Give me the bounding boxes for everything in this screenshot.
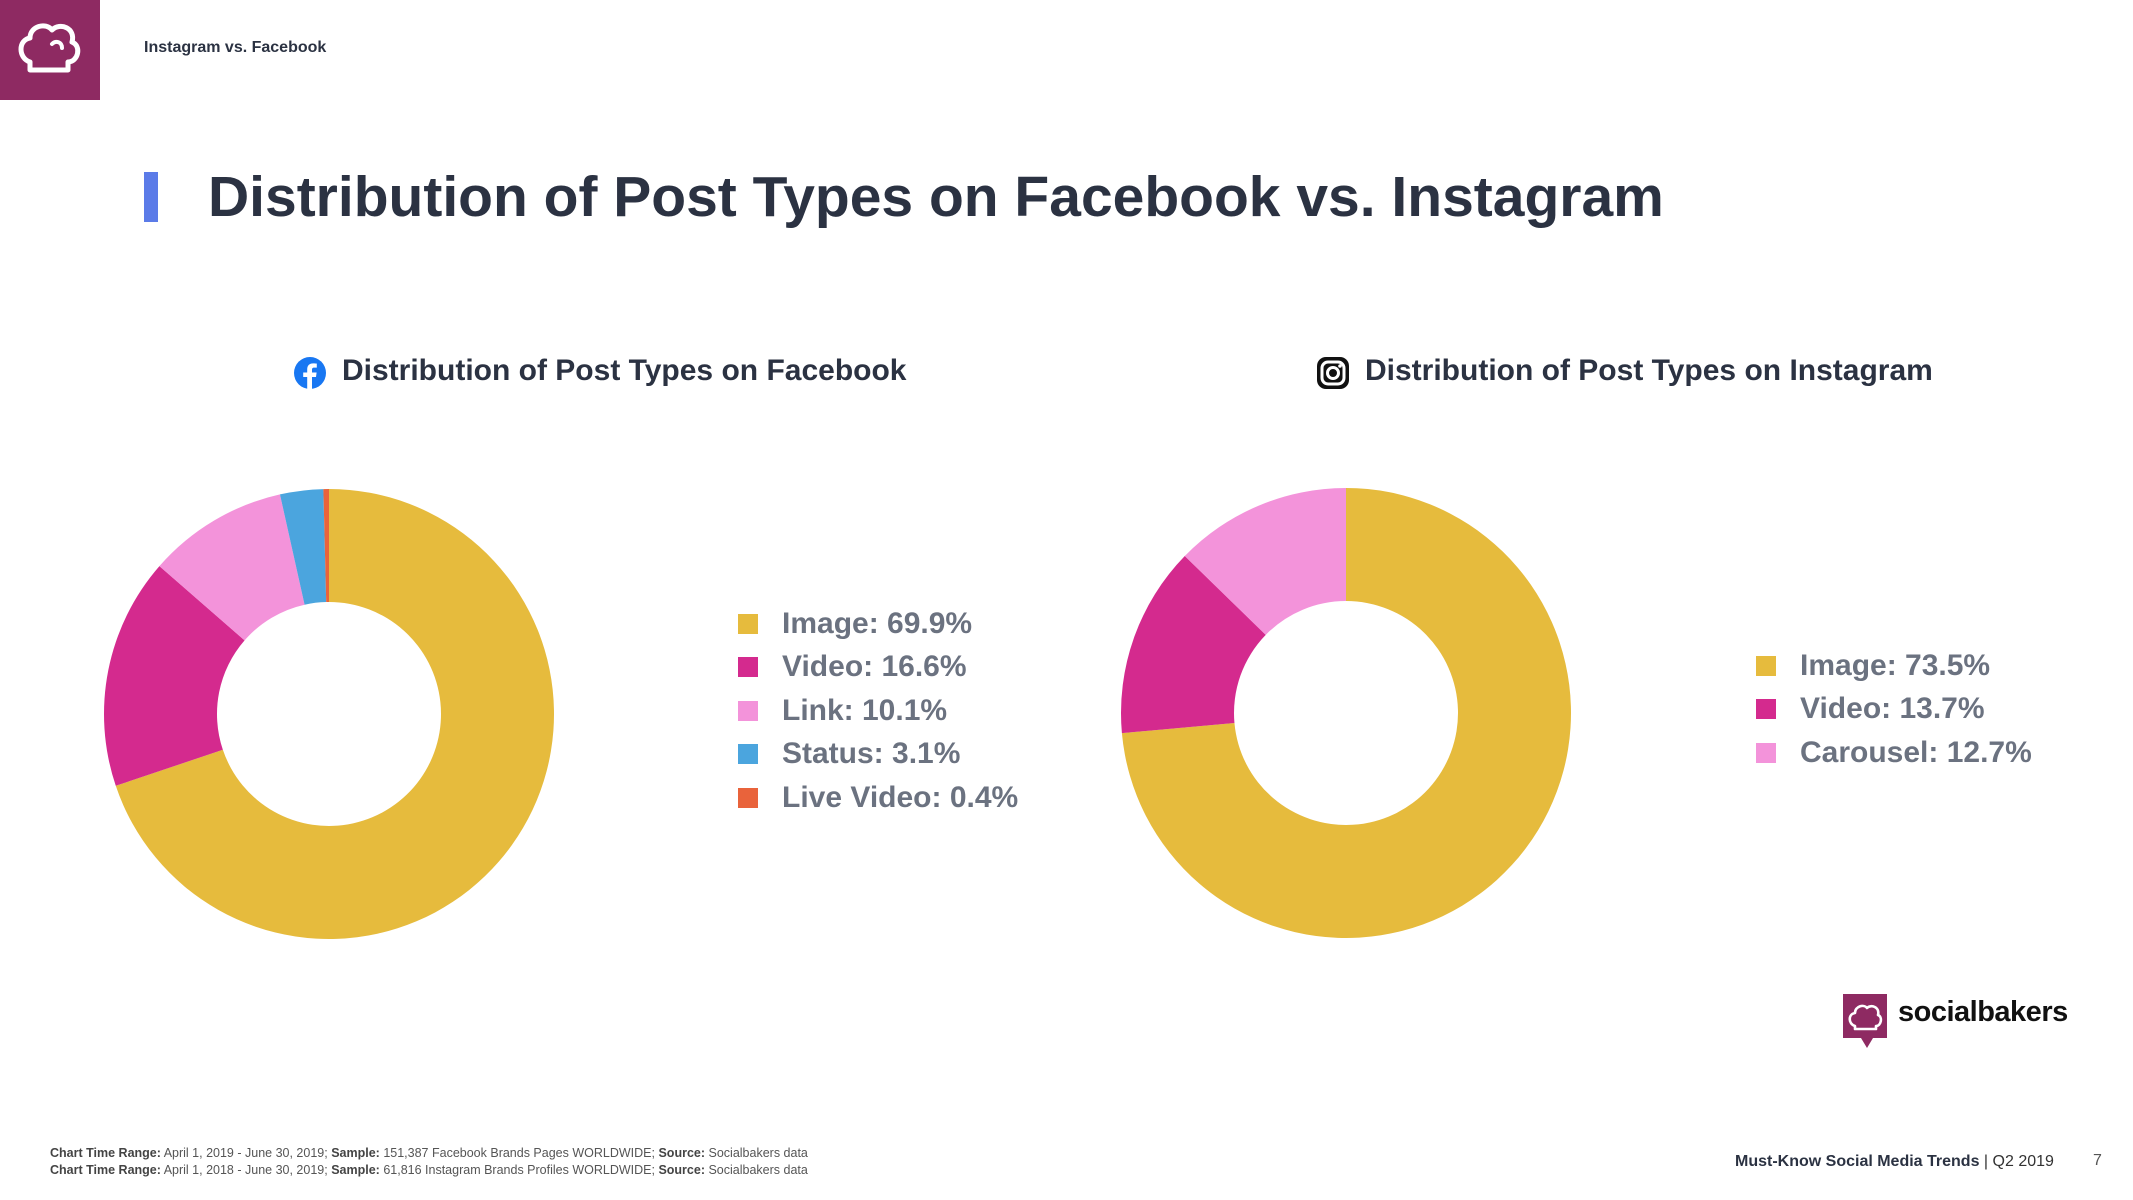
donut-slice-video (103, 566, 245, 786)
donut-slice-carousel (1184, 488, 1346, 635)
legend-item-image: Image: 69.9% (738, 602, 1018, 646)
socialbakers-logo (0, 0, 100, 100)
legend-swatch (738, 613, 758, 634)
donut-slice-link (159, 494, 305, 641)
chef-hat-icon (18, 23, 81, 73)
donut-slice-image (1121, 488, 1571, 938)
legend-item-link: Link: 10.1% (738, 689, 1018, 733)
legend-swatch (738, 787, 758, 808)
facebook-icon (293, 356, 327, 390)
legend-label: Image: 73.5% (1800, 648, 1991, 682)
legend-item-live-video: Live Video: 0.4% (738, 776, 1018, 820)
legend-item-status: Status: 3.1% (738, 733, 1018, 777)
legend-item-video: Video: 13.7% (1756, 688, 2032, 732)
legend-label: Status: 3.1% (782, 737, 961, 771)
page-number: 7 (2093, 1152, 2102, 1169)
legend-item-video: Video: 16.6% (738, 646, 1018, 690)
facebook-donut-chart (103, 489, 555, 939)
instagram-legend: Image: 73.5% Video: 13.7% Carousel: 12.7% (1756, 644, 2032, 775)
legend-label: Video: 16.6% (782, 650, 967, 684)
legend-swatch (1756, 742, 1776, 763)
page-title: Distribution of Post Types on Facebook v… (208, 165, 1664, 229)
legend-label: Image: 69.9% (782, 606, 973, 640)
legend-label: Video: 13.7% (1800, 692, 1985, 726)
legend-label: Live Video: 0.4% (782, 780, 1019, 814)
legend-swatch (738, 744, 758, 765)
section-label: Instagram vs. Facebook (144, 39, 327, 56)
donut-slice-status (279, 489, 327, 605)
footer-report-title: Must-Know Social Media Trends | Q2 2019 (1735, 1153, 2054, 1170)
donut-slice-image (115, 489, 555, 939)
legend-swatch (1756, 699, 1776, 720)
donut-slice-video (1121, 556, 1266, 734)
legend-label: Carousel: 12.7% (1800, 735, 2032, 769)
donut-slice-live-video (323, 489, 329, 603)
instagram-donut-chart (1121, 488, 1571, 938)
title-accent-bar (144, 172, 158, 222)
instagram-icon (1316, 356, 1350, 390)
legend-label: Link: 10.1% (782, 693, 948, 727)
footnote-facebook: Chart Time Range: April 1, 2019 - June 3… (50, 1146, 808, 1160)
socialbakers-brand-icon (1843, 994, 1887, 1048)
facebook-chart-title: Distribution of Post Types on Facebook (342, 354, 907, 387)
instagram-chart-title: Distribution of Post Types on Instagram (1365, 354, 1933, 387)
legend-item-carousel: Carousel: 12.7% (1756, 731, 2032, 775)
brand-wordmark: socialbakers (1898, 996, 2068, 1028)
legend-swatch (738, 700, 758, 721)
facebook-legend: Image: 69.9% Video: 16.6% Link: 10.1% Statu… (738, 602, 1018, 820)
legend-swatch (1756, 655, 1776, 676)
legend-swatch (738, 657, 758, 678)
legend-item-image: Image: 73.5% (1756, 644, 2032, 688)
footnote-instagram: Chart Time Range: April 1, 2018 - June 3… (50, 1163, 808, 1177)
